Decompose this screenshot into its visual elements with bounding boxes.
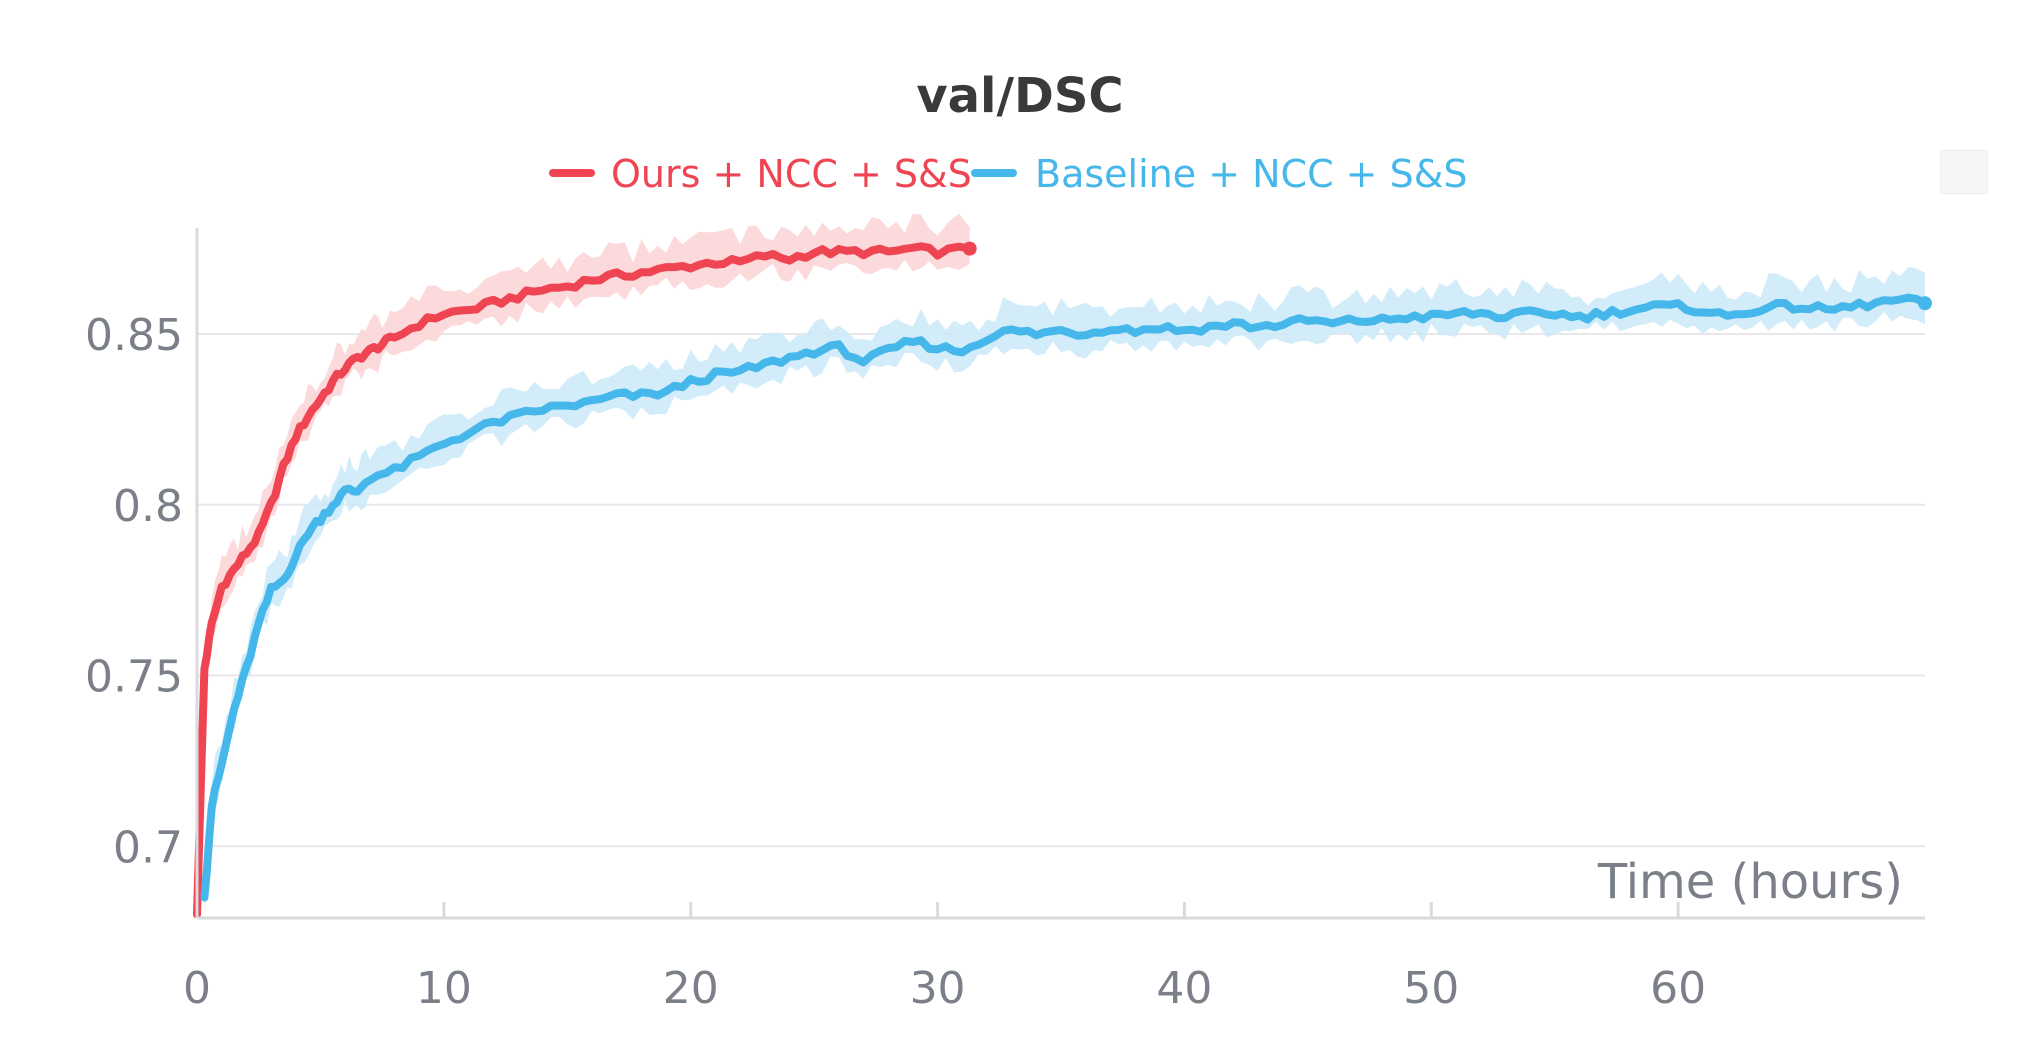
x-axis-label: Time (hours) xyxy=(1597,854,1903,910)
y-tick-label: 0.8 xyxy=(113,481,183,532)
panel-control-icon[interactable] xyxy=(1940,150,1988,194)
x-tick-label: 40 xyxy=(1156,963,1212,1014)
series-end-point-0[interactable] xyxy=(962,241,977,256)
legend-label: Baseline + NCC + S&S xyxy=(1035,152,1467,196)
series-end-point-1[interactable] xyxy=(1918,296,1932,311)
x-tick-label: 30 xyxy=(910,963,966,1014)
grid-lines xyxy=(197,333,1925,848)
x-tick-label: 60 xyxy=(1650,963,1706,1014)
y-tick-label: 0.85 xyxy=(85,310,183,361)
series-lines xyxy=(193,241,1932,918)
axes xyxy=(195,228,1925,920)
series-band-0 xyxy=(197,213,970,918)
legend-label: Ours + NCC + S&S xyxy=(611,152,972,196)
series-bands xyxy=(197,213,1925,918)
legend-item-0[interactable]: Ours + NCC + S&S xyxy=(549,152,972,196)
tick-labels: 0.7 0.75 0.8 0.85 0 10 20 30 40 50 60 xyxy=(85,310,1706,1014)
legend[interactable]: Ours + NCC + S&S Baseline + NCC + S&S xyxy=(549,152,1467,196)
y-tick-label: 0.75 xyxy=(85,652,183,703)
legend-item-1[interactable]: Baseline + NCC + S&S xyxy=(971,152,1467,196)
x-tick-label: 10 xyxy=(416,963,472,1014)
x-tick-label: 20 xyxy=(663,963,719,1014)
series-line-1[interactable] xyxy=(200,293,1929,902)
x-tick-label: 0 xyxy=(183,963,211,1014)
y-tick-label: 0.7 xyxy=(113,822,183,873)
series-band-1 xyxy=(204,266,1925,912)
x-tick-label: 50 xyxy=(1403,963,1459,1014)
chart-title: val/DSC xyxy=(916,68,1123,124)
series-line-0[interactable] xyxy=(193,242,974,918)
